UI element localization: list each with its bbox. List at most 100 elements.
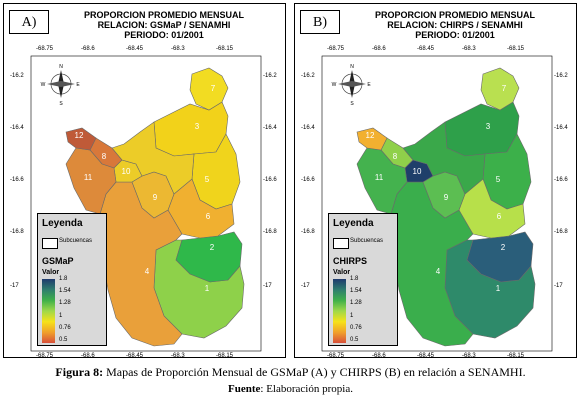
map-subtitle: RELACION: GSMaP / SENAMHI [97, 20, 231, 30]
x-tick-label-top: -68.6 [81, 46, 95, 52]
x-tick-label-top: -68.6 [372, 46, 386, 52]
panel-label: A) [9, 10, 49, 34]
subbasin-label-7: 7 [502, 84, 507, 93]
legend-variable: GSMaP [42, 256, 74, 266]
map-subtitle: RELACION: CHIRPS / SENAMHI [387, 20, 523, 30]
y-tick-label-right: -16.4 [263, 125, 277, 131]
legend-value-label: Valor [42, 269, 60, 276]
subbasin-label-1: 1 [496, 284, 501, 293]
subbasin-label-9: 9 [153, 193, 158, 202]
x-tick-label-top: -68.75 [36, 46, 54, 52]
x-tick-label-top: -68.75 [327, 46, 345, 52]
subbasin-label-5: 5 [205, 175, 210, 184]
compass-w: W [332, 82, 337, 88]
x-tick-label-bottom: -68.15 [216, 353, 234, 359]
legend-ramp-label: 1.28 [350, 300, 362, 307]
subbasin-label-4: 4 [436, 267, 441, 276]
y-tick-label-right: -17 [263, 283, 272, 289]
figure-source: Fuente: Elaboración propia. [0, 383, 581, 395]
legend-subbasin-label: Subcuencas [350, 238, 384, 244]
legend-ramp-label: 1.54 [350, 288, 362, 295]
y-tick-label-right: -16.4 [554, 125, 568, 131]
x-tick-label-bottom: -68.15 [507, 353, 525, 359]
legend-ramp-label: 1.8 [350, 276, 359, 282]
x-tick-label-bottom: -68.45 [417, 353, 435, 359]
y-tick-label-left: -16.8 [301, 229, 315, 235]
compass-s: S [350, 101, 354, 107]
figure-caption: Figura 8: Mapas de Proporción Mensual de… [0, 365, 581, 380]
legend-subbasin-label: Subcuencas [59, 238, 93, 244]
subbasin-label-11: 11 [375, 173, 384, 182]
legend-color-ramp [333, 279, 346, 343]
legend-ramp-label: 0.5 [59, 337, 68, 343]
legend-title: Leyenda [333, 218, 374, 229]
subbasin-label-4: 4 [145, 267, 150, 276]
y-tick-label-left: -16.2 [301, 73, 315, 79]
legend-value-label: Valor [333, 269, 351, 276]
legend-ramp-label: 0.76 [350, 324, 362, 331]
caption-label: Figura 8: [55, 365, 104, 379]
x-tick-label-bottom: -68.75 [327, 353, 345, 359]
subbasin-11 [65, 147, 117, 215]
subbasin-label-12: 12 [75, 131, 84, 140]
compass-e: E [76, 82, 80, 88]
y-tick-label-right: -16.6 [263, 177, 277, 183]
legend-color-ramp [42, 279, 55, 343]
y-tick-label-left: -16.8 [10, 229, 24, 235]
subbasin-label-1: 1 [205, 284, 210, 293]
subbasin-label-10: 10 [413, 167, 422, 176]
x-tick-label-top: -68.3 [171, 46, 185, 52]
source-text: : Elaboración propia. [260, 383, 353, 395]
subbasin-label-2: 2 [501, 243, 506, 252]
subbasin-7 [189, 67, 229, 111]
subbasin-label-11: 11 [84, 173, 93, 182]
map-title: PROPORCION PROMEDIO MENSUAL [83, 10, 244, 20]
map-legend: Leyenda Subcuencas GSMaP Valor 1.8 1.54 1.… [37, 213, 107, 346]
y-tick-label-left: -17 [10, 283, 19, 289]
legend-variable: CHIRPS [333, 256, 368, 266]
map-panel-a: A) PROPORCION PROMEDIO MENSUAL RELACION:… [3, 3, 286, 359]
subbasin-12 [65, 127, 97, 151]
map-panel-b: B) PROPORCION PROMEDIO MENSUAL RELACION:… [294, 3, 577, 359]
subbasin-label-3: 3 [195, 122, 200, 131]
x-tick-label-top: -68.15 [507, 46, 525, 52]
x-tick-label-top: -68.15 [216, 46, 234, 52]
y-tick-label-left: -16.4 [10, 125, 24, 131]
panel-label: B) [300, 10, 340, 34]
y-tick-label-right: -16.6 [554, 177, 568, 183]
legend-ramp-label: 1 [350, 312, 354, 319]
y-tick-label-right: -16.2 [263, 73, 277, 79]
subbasin-label-6: 6 [497, 212, 502, 221]
y-tick-label-left: -17 [301, 283, 310, 289]
subbasin-label-2: 2 [210, 243, 215, 252]
legend-title: Leyenda [42, 218, 83, 229]
subbasin-label-6: 6 [206, 212, 211, 221]
y-tick-label-right: -16.2 [554, 73, 568, 79]
x-tick-label-bottom: -68.3 [171, 353, 185, 359]
map-legend: Leyenda Subcuencas CHIRPS Valor 1.8 1.54 1… [328, 213, 398, 346]
legend-ramp-label: 0.5 [350, 337, 359, 343]
compass-rose-icon [47, 70, 75, 98]
x-tick-label-bottom: -68.75 [36, 353, 54, 359]
x-tick-label-bottom: -68.3 [462, 353, 476, 359]
subbasin-label-5: 5 [496, 175, 501, 184]
subbasin-connector [111, 121, 195, 195]
legend-ramp-label: 0.76 [59, 324, 71, 331]
x-tick-label-bottom: -68.6 [372, 353, 386, 359]
x-tick-label-bottom: -68.45 [126, 353, 144, 359]
subbasin-12 [356, 127, 388, 151]
map-period: PERIODO: 01/2001 [124, 30, 204, 40]
legend-ramp-label: 1.54 [59, 288, 71, 295]
y-tick-label-right: -17 [554, 283, 563, 289]
y-tick-label-right: -16.8 [554, 229, 568, 235]
map-period: PERIODO: 01/2001 [415, 30, 495, 40]
compass-w: W [41, 82, 46, 88]
caption-text: Mapas de Proporción Mensual de GSMaP (A)… [103, 365, 526, 379]
legend-ramp-label: 1.28 [59, 300, 71, 307]
x-tick-label-top: -68.45 [417, 46, 435, 52]
x-tick-label-top: -68.45 [126, 46, 144, 52]
compass-n: N [59, 64, 63, 70]
subbasin-connector [402, 121, 486, 195]
subbasin-label-8: 8 [102, 152, 107, 161]
